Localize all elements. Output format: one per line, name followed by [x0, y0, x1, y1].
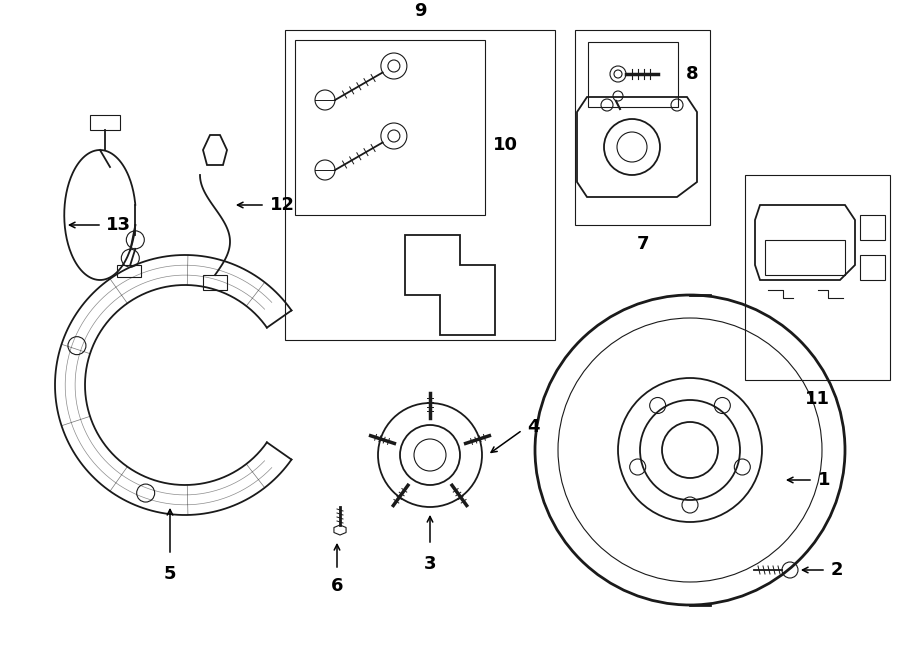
Bar	[588, 42, 678, 107]
Text: 3: 3	[424, 555, 436, 573]
Polygon shape	[334, 525, 346, 535]
Bar	[575, 30, 710, 225]
Text: 13: 13	[106, 216, 131, 234]
Text: 8: 8	[686, 65, 698, 83]
Text: 7: 7	[636, 235, 649, 253]
Text: 5: 5	[164, 565, 176, 583]
Bar	[765, 240, 845, 275]
Bar	[203, 275, 227, 290]
Bar	[117, 265, 141, 277]
Text: 1: 1	[818, 471, 831, 489]
Text: 2: 2	[831, 561, 843, 579]
Text: 4: 4	[527, 418, 540, 436]
Text: 11: 11	[805, 390, 830, 408]
Text: 10: 10	[493, 136, 518, 154]
Text: 6: 6	[331, 577, 343, 595]
Text: 12: 12	[270, 196, 295, 214]
Bar	[295, 40, 485, 215]
Bar	[285, 30, 555, 340]
Bar	[745, 175, 890, 380]
Text: 9: 9	[414, 2, 427, 20]
